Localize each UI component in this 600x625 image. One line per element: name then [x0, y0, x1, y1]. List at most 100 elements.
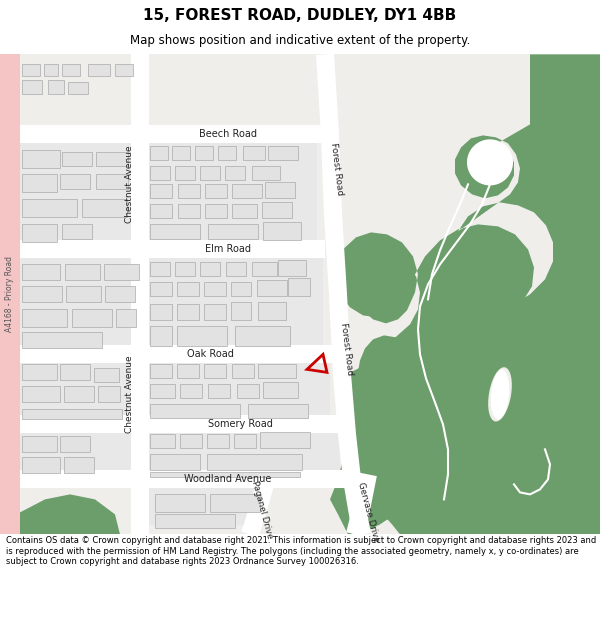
Text: Chestnut Avenue: Chestnut Avenue — [125, 146, 134, 223]
Bar — [177, 304, 199, 321]
Bar — [22, 81, 42, 94]
Bar — [237, 384, 259, 398]
Bar — [265, 182, 295, 198]
Bar — [150, 184, 172, 198]
Text: A4168 - Priory Road: A4168 - Priory Road — [5, 256, 14, 332]
Bar — [218, 146, 236, 161]
Bar — [60, 436, 90, 452]
Bar — [64, 458, 94, 473]
Bar — [94, 368, 119, 382]
Bar — [204, 304, 226, 321]
Bar — [258, 302, 286, 321]
Bar — [150, 282, 172, 296]
Bar — [252, 262, 277, 276]
Text: Map shows position and indicative extent of the property.: Map shows position and indicative extent… — [130, 34, 470, 48]
Bar — [150, 472, 300, 478]
Bar — [208, 224, 258, 239]
Bar — [60, 364, 90, 381]
Bar — [263, 382, 298, 398]
Bar — [150, 166, 170, 181]
Text: Forest Road: Forest Road — [339, 322, 355, 376]
Bar — [200, 166, 220, 181]
Text: Woodland Avenue: Woodland Avenue — [184, 474, 272, 484]
Bar — [150, 204, 172, 218]
Bar — [263, 222, 301, 241]
Bar — [96, 174, 128, 189]
Bar — [207, 434, 229, 448]
Bar — [145, 432, 340, 472]
Bar — [150, 404, 240, 418]
Bar — [235, 326, 290, 346]
Bar — [278, 261, 306, 276]
Bar — [252, 166, 280, 181]
Bar — [104, 264, 139, 281]
Bar — [116, 309, 136, 328]
Bar — [22, 436, 57, 452]
Bar — [115, 64, 133, 76]
Bar — [22, 364, 57, 381]
Bar — [150, 262, 170, 276]
Text: Forest Road: Forest Road — [329, 142, 345, 196]
Bar — [180, 434, 202, 448]
Bar — [178, 184, 200, 198]
Polygon shape — [330, 54, 600, 534]
Bar — [20, 362, 132, 418]
Bar — [177, 326, 227, 346]
Bar — [88, 64, 110, 76]
Bar — [288, 278, 310, 296]
Bar — [232, 364, 254, 378]
Bar — [65, 264, 100, 281]
Bar — [145, 488, 255, 526]
Text: Paganel Drive: Paganel Drive — [250, 479, 274, 539]
Bar — [232, 204, 257, 218]
Bar — [180, 384, 202, 398]
Bar — [105, 286, 135, 302]
Bar — [205, 184, 227, 198]
Bar — [150, 224, 200, 239]
Bar — [22, 309, 67, 328]
Bar — [150, 364, 172, 378]
Bar — [225, 166, 245, 181]
Bar — [98, 386, 120, 402]
Bar — [195, 146, 213, 161]
Bar — [155, 514, 235, 528]
Bar — [66, 286, 101, 302]
Bar — [22, 286, 62, 302]
Bar — [205, 204, 227, 218]
Bar — [96, 152, 128, 166]
Ellipse shape — [488, 368, 512, 421]
Bar — [22, 332, 102, 348]
Circle shape — [468, 141, 512, 184]
Text: Somery Road: Somery Road — [208, 419, 272, 429]
Bar — [243, 146, 265, 161]
Bar — [150, 326, 172, 346]
Bar — [178, 204, 200, 218]
Bar — [22, 386, 60, 402]
Bar — [20, 142, 132, 242]
Bar — [232, 184, 262, 198]
Bar — [231, 302, 251, 321]
Bar — [62, 152, 92, 166]
Bar — [150, 434, 175, 448]
Bar — [208, 384, 230, 398]
Bar — [175, 262, 195, 276]
Bar — [48, 81, 64, 94]
Ellipse shape — [491, 369, 509, 419]
Bar — [200, 262, 220, 276]
Bar — [22, 151, 60, 168]
Bar — [150, 384, 175, 398]
Bar — [0, 54, 20, 534]
Bar — [155, 494, 205, 512]
Bar — [145, 362, 330, 418]
Bar — [62, 224, 92, 239]
Bar — [175, 166, 195, 181]
Text: Beech Road: Beech Road — [199, 129, 257, 139]
Bar — [150, 304, 172, 321]
Bar — [68, 82, 88, 94]
Bar — [22, 264, 60, 281]
Bar — [234, 434, 256, 448]
Text: Gervase Drive: Gervase Drive — [356, 481, 380, 543]
Bar — [258, 364, 296, 378]
Bar — [22, 458, 60, 473]
Text: Contains OS data © Crown copyright and database right 2021. This information is : Contains OS data © Crown copyright and d… — [6, 536, 596, 566]
